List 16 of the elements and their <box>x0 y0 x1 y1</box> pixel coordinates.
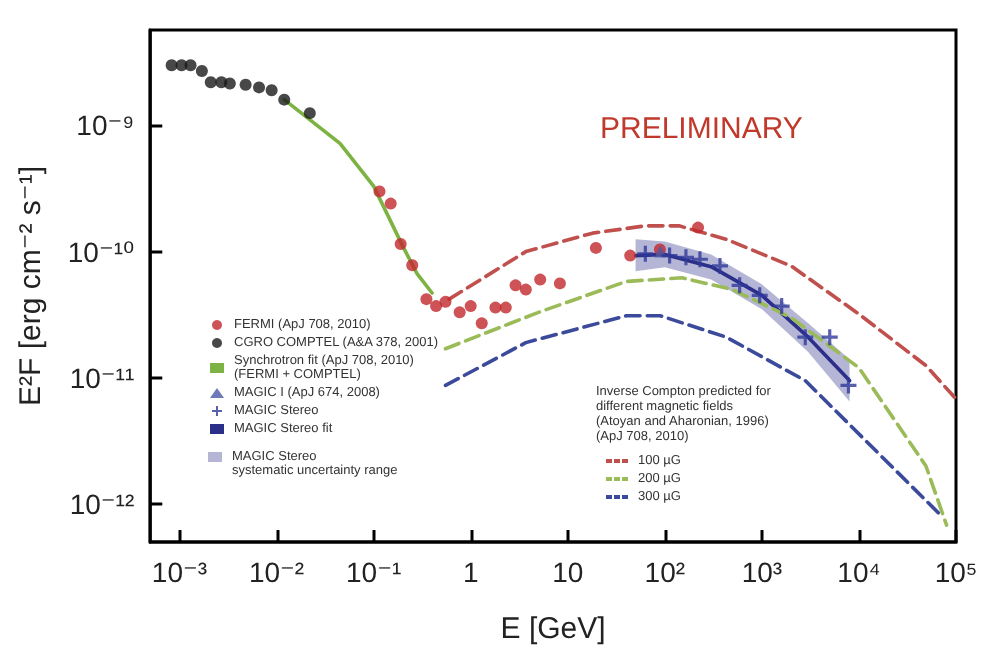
x-tick-label: 10⁻³ <box>151 556 208 588</box>
x-tick-label: 10⁵ <box>934 556 978 588</box>
x-tick-label: 10² <box>644 556 686 588</box>
x-tick-label: 10⁴ <box>837 556 881 588</box>
annotation: PRELIMINARY <box>600 112 803 146</box>
x-tick-label: 10 <box>552 556 584 588</box>
x-tick-label: 10⁻¹ <box>345 556 402 588</box>
x-tick-label: 10⁻² <box>248 556 305 588</box>
y-tick-label: 10⁻¹¹ <box>69 361 135 394</box>
x-tick-label: 1 <box>462 556 479 588</box>
y-tick-label: 10⁻⁹ <box>76 109 135 142</box>
x-axis-title: E [GeV] <box>500 612 606 646</box>
y-tick-label: 10⁻¹² <box>69 488 135 521</box>
y-tick-label: 10⁻¹⁰ <box>67 235 136 268</box>
y-axis-title: E²F [erg cm⁻² s⁻¹] <box>14 166 48 406</box>
x-tick-label: 10³ <box>741 556 783 588</box>
